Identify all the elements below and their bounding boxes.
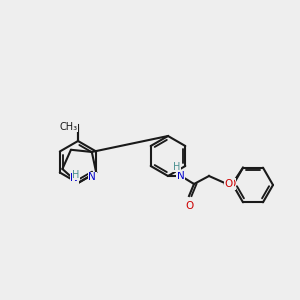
- Text: H: H: [173, 162, 181, 172]
- Text: O: O: [227, 179, 235, 189]
- Text: CH₃: CH₃: [60, 122, 78, 132]
- Text: N: N: [70, 173, 78, 183]
- Text: N: N: [88, 172, 96, 182]
- Text: N: N: [177, 171, 185, 181]
- Text: O: O: [185, 201, 193, 211]
- Text: O: O: [225, 179, 233, 189]
- Text: H: H: [72, 170, 80, 180]
